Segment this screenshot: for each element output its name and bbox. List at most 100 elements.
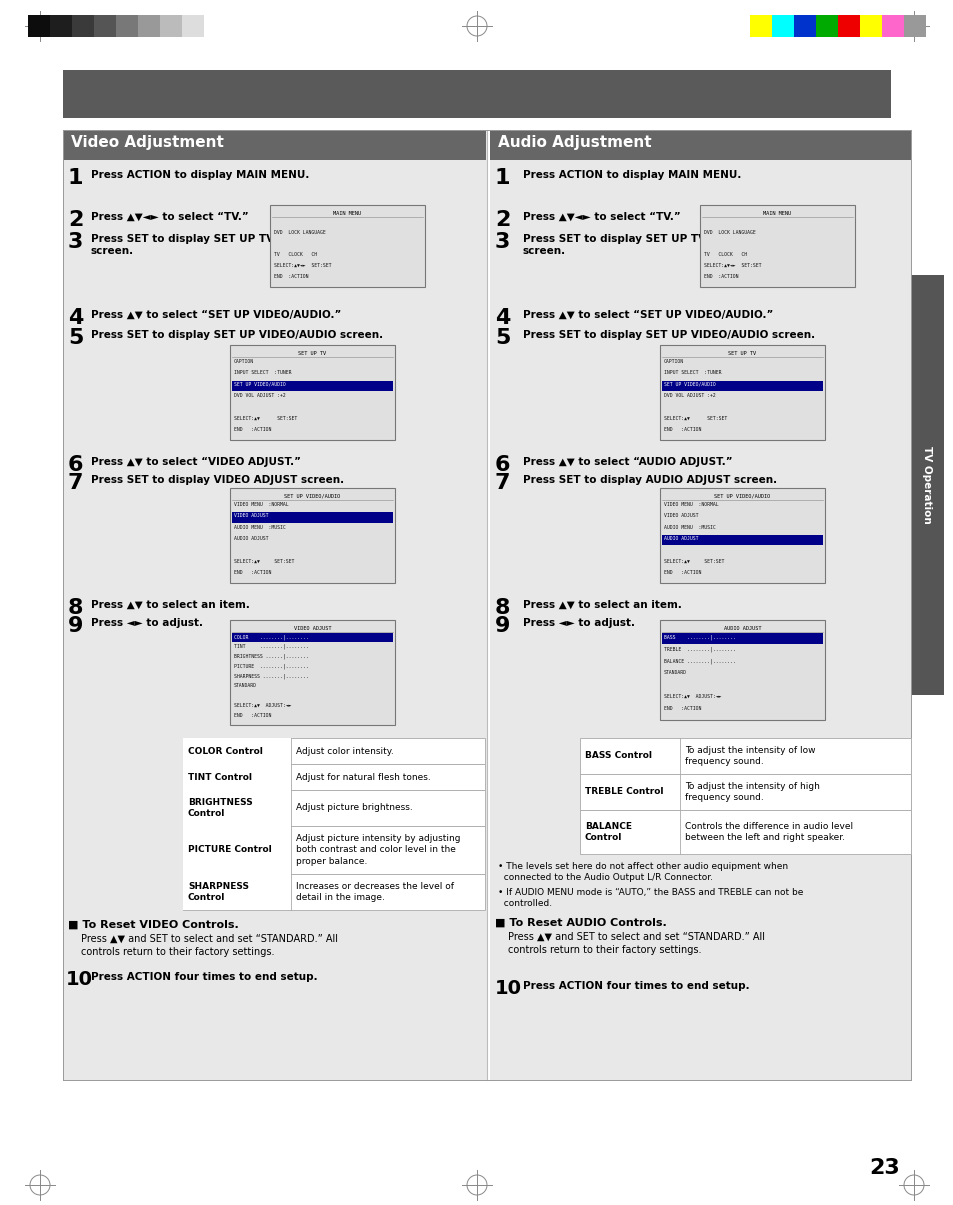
- Bar: [182, 14, 204, 37]
- Text: SET UP VIDEO/AUDIO: SET UP VIDEO/AUDIO: [284, 494, 340, 499]
- Bar: [749, 14, 771, 37]
- Text: • If AUDIO MENU mode is “AUTO,” the BASS and TREBLE can not be
  controlled.: • If AUDIO MENU mode is “AUTO,” the BASS…: [497, 888, 802, 909]
- Text: CAPTION: CAPTION: [233, 359, 253, 364]
- Text: 3: 3: [495, 233, 510, 252]
- Text: SELECT:▲▼◄►  SET:SET: SELECT:▲▼◄► SET:SET: [703, 263, 760, 268]
- Bar: [579, 737, 910, 774]
- Bar: [837, 14, 859, 37]
- Text: AUDIO MENU  :MUSIC: AUDIO MENU :MUSIC: [233, 524, 286, 529]
- Bar: [232, 381, 393, 390]
- Bar: [71, 14, 94, 37]
- Bar: [183, 764, 484, 790]
- Bar: [659, 488, 824, 583]
- Text: Press ▲▼ to select “VIDEO ADJUST.”: Press ▲▼ to select “VIDEO ADJUST.”: [91, 457, 301, 468]
- Text: Press ▲▼ to select an item.: Press ▲▼ to select an item.: [522, 600, 681, 610]
- Bar: [230, 345, 395, 440]
- Text: 1: 1: [495, 167, 510, 188]
- Text: Press ◄► to adjust.: Press ◄► to adjust.: [522, 618, 635, 628]
- Bar: [490, 130, 910, 160]
- Text: 8: 8: [68, 598, 84, 618]
- Text: SET UP VIDEO/AUDIO: SET UP VIDEO/AUDIO: [663, 382, 715, 387]
- Text: BALANCE
Control: BALANCE Control: [584, 822, 631, 842]
- Text: Press SET to display SET UP VIDEO/AUDIO screen.: Press SET to display SET UP VIDEO/AUDIO …: [91, 330, 383, 340]
- Text: Press ACTION four times to end setup.: Press ACTION four times to end setup.: [522, 981, 749, 991]
- Bar: [63, 130, 486, 1080]
- Text: 8: 8: [495, 598, 510, 618]
- Text: DVD VOL ADJUST :+2: DVD VOL ADJUST :+2: [233, 393, 286, 398]
- Text: PICTURE  ........|........: PICTURE ........|........: [233, 664, 309, 669]
- Text: VIDEO ADJUST: VIDEO ADJUST: [663, 513, 698, 518]
- Bar: [793, 14, 815, 37]
- Text: AUDIO ADJUST: AUDIO ADJUST: [723, 627, 760, 631]
- Text: BASS    ........|........: BASS ........|........: [663, 634, 735, 640]
- Text: Press ◄► to adjust.: Press ◄► to adjust.: [91, 618, 203, 628]
- Text: SELECT:▲▼     SET:SET: SELECT:▲▼ SET:SET: [663, 558, 723, 564]
- Text: Press ▲▼ to select an item.: Press ▲▼ to select an item.: [91, 600, 250, 610]
- Text: Adjust picture intensity by adjusting
both contrast and color level in the
prope: Adjust picture intensity by adjusting bo…: [295, 834, 460, 865]
- Text: Press SET to display VIDEO ADJUST screen.: Press SET to display VIDEO ADJUST screen…: [91, 475, 344, 484]
- Text: COLOR    ........|........: COLOR ........|........: [233, 634, 309, 640]
- Bar: [28, 14, 50, 37]
- Text: Press ACTION four times to end setup.: Press ACTION four times to end setup.: [91, 972, 317, 982]
- Text: SELECT:▲▼  ADJUST:◄►: SELECT:▲▼ ADJUST:◄►: [663, 694, 720, 699]
- Text: TINT Control: TINT Control: [188, 772, 252, 782]
- Bar: [579, 774, 910, 810]
- Text: BALANCE ........|........: BALANCE ........|........: [663, 658, 735, 664]
- Text: SELECT:▲▼     SET:SET: SELECT:▲▼ SET:SET: [233, 558, 294, 564]
- Text: END  :ACTION: END :ACTION: [274, 274, 308, 280]
- Text: SET UP VIDEO/AUDIO: SET UP VIDEO/AUDIO: [233, 382, 286, 387]
- Text: SHARPNESS
Control: SHARPNESS Control: [188, 882, 249, 903]
- Text: AUDIO MENU  :MUSIC: AUDIO MENU :MUSIC: [663, 524, 715, 529]
- Text: 10: 10: [66, 970, 92, 989]
- Text: 4: 4: [68, 308, 83, 328]
- Text: STANDARD: STANDARD: [663, 670, 686, 675]
- Bar: [183, 825, 291, 874]
- Text: INPUT SELECT  :TUNER: INPUT SELECT :TUNER: [233, 370, 292, 375]
- Text: Press SET to display SET UP TV: Press SET to display SET UP TV: [522, 234, 705, 243]
- Text: 2: 2: [68, 210, 83, 230]
- Text: BASS Control: BASS Control: [584, 752, 651, 760]
- Text: 7: 7: [495, 474, 510, 493]
- Bar: [160, 14, 182, 37]
- Text: 6: 6: [68, 455, 84, 475]
- Text: Press ▲▼ and SET to select and set “STANDARD.” All
controls return to their fact: Press ▲▼ and SET to select and set “STAN…: [507, 931, 764, 954]
- Bar: [230, 488, 395, 583]
- Text: To adjust the intensity of high
frequency sound.: To adjust the intensity of high frequenc…: [684, 782, 819, 803]
- Text: MAIN MENU: MAIN MENU: [762, 211, 791, 216]
- Text: TINT     ........|........: TINT ........|........: [233, 643, 309, 649]
- Text: • The levels set here do not affect other audio equipment when
  connected to th: • The levels set here do not affect othe…: [497, 862, 787, 882]
- Text: Press ▲▼ to select “SET UP VIDEO/AUDIO.”: Press ▲▼ to select “SET UP VIDEO/AUDIO.”: [91, 310, 341, 321]
- Text: CAPTION: CAPTION: [663, 359, 683, 364]
- Bar: [910, 275, 943, 695]
- Text: PICTURE Control: PICTURE Control: [188, 846, 272, 854]
- Text: 23: 23: [868, 1158, 899, 1178]
- Text: Video Adjustment: Video Adjustment: [71, 135, 224, 149]
- Text: Press ▲▼ and SET to select and set “STANDARD.” All
controls return to their fact: Press ▲▼ and SET to select and set “STAN…: [81, 934, 337, 957]
- Bar: [183, 737, 484, 764]
- Text: Increases or decreases the level of
detail in the image.: Increases or decreases the level of deta…: [295, 882, 454, 903]
- Text: Press ▲▼ to select “SET UP VIDEO/AUDIO.”: Press ▲▼ to select “SET UP VIDEO/AUDIO.”: [522, 310, 773, 321]
- Text: DVD  LOCK LANGUAGE: DVD LOCK LANGUAGE: [703, 230, 755, 235]
- Bar: [700, 205, 854, 287]
- Text: SELECT:▲▼  ADJUST:◄►: SELECT:▲▼ ADJUST:◄►: [233, 704, 292, 709]
- Text: COLOR Control: COLOR Control: [188, 747, 263, 756]
- Bar: [579, 810, 910, 854]
- Text: VIDEO MENU  :NORMAL: VIDEO MENU :NORMAL: [663, 502, 718, 507]
- Bar: [659, 345, 824, 440]
- Bar: [183, 874, 291, 910]
- Text: screen.: screen.: [91, 246, 134, 255]
- Bar: [661, 535, 822, 545]
- Text: END   :ACTION: END :ACTION: [663, 427, 700, 431]
- Text: DVD VOL ADJUST :+2: DVD VOL ADJUST :+2: [663, 393, 715, 398]
- Bar: [183, 874, 484, 910]
- Text: TREBLE Control: TREBLE Control: [584, 788, 662, 797]
- Text: TV   CLOCK   CH: TV CLOCK CH: [274, 252, 316, 257]
- Text: 1: 1: [68, 167, 84, 188]
- Text: Press SET to display SET UP TV: Press SET to display SET UP TV: [91, 234, 274, 243]
- Bar: [815, 14, 837, 37]
- Text: Press ▲▼◄► to select “TV.”: Press ▲▼◄► to select “TV.”: [522, 212, 680, 222]
- Text: Press ACTION to display MAIN MENU.: Press ACTION to display MAIN MENU.: [522, 170, 740, 180]
- Text: END   :ACTION: END :ACTION: [233, 713, 271, 718]
- Text: To adjust the intensity of low
frequency sound.: To adjust the intensity of low frequency…: [684, 746, 815, 766]
- Text: TV   CLOCK   CH: TV CLOCK CH: [703, 252, 746, 257]
